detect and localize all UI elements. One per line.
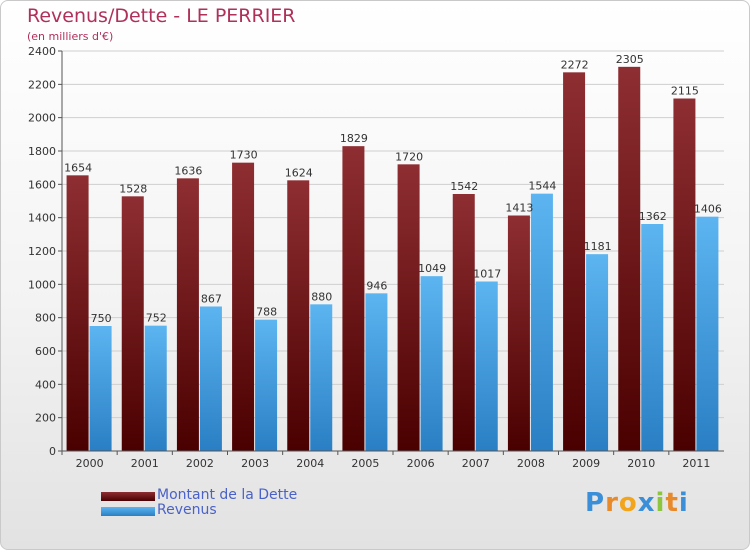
bar-debt xyxy=(452,194,475,451)
y-tick-label: 1400 xyxy=(28,212,56,225)
data-label-revenus: 1017 xyxy=(473,268,501,281)
bar-debt xyxy=(673,98,696,451)
bar-debt xyxy=(287,180,310,452)
y-tick-label: 200 xyxy=(35,412,56,425)
data-label-revenus: 752 xyxy=(146,312,167,325)
bar-debt xyxy=(121,196,144,451)
x-tick-label: 2001 xyxy=(131,457,159,470)
chart-subtitle: (en milliers d'€) xyxy=(27,30,114,43)
y-tick-label: 2000 xyxy=(28,112,56,125)
x-tick-label: 2010 xyxy=(627,457,655,470)
data-label-debt: 1730 xyxy=(230,149,258,162)
chart-title: Revenus/Dette - LE PERRIER xyxy=(27,5,296,27)
data-label-debt: 1624 xyxy=(285,166,313,179)
data-label-revenus: 1049 xyxy=(418,262,446,275)
logo-letter: o xyxy=(618,488,638,518)
bar-debt xyxy=(232,162,255,451)
y-tick-label: 800 xyxy=(35,312,56,325)
legend-swatch-debt xyxy=(101,492,155,501)
data-label-debt: 1720 xyxy=(395,150,423,163)
bar-revenus xyxy=(144,325,167,451)
data-label-revenus: 788 xyxy=(256,306,277,319)
bars xyxy=(66,66,719,452)
data-label-revenus: 1181 xyxy=(584,240,612,253)
x-tick-label: 2007 xyxy=(462,457,490,470)
bar-revenus xyxy=(365,293,388,451)
y-tick-label: 0 xyxy=(49,445,56,458)
logo-letter: P xyxy=(585,488,606,518)
bar-revenus xyxy=(696,216,719,451)
bar-debt xyxy=(397,164,420,452)
logo-letter: i xyxy=(678,488,689,518)
bar-debt xyxy=(176,178,199,452)
data-label-revenus: 1362 xyxy=(639,210,667,223)
data-label-debt: 1636 xyxy=(174,164,202,177)
y-tick-label: 2200 xyxy=(28,78,56,91)
y-tick-label: 1000 xyxy=(28,278,56,291)
x-tick-label: 2009 xyxy=(572,457,600,470)
bar-revenus xyxy=(199,306,222,451)
bar-debt xyxy=(618,66,641,451)
data-label-debt: 2305 xyxy=(616,53,644,66)
y-tick-label: 1800 xyxy=(28,145,56,158)
legend-label-debt: Montant de la Dette xyxy=(157,487,298,503)
x-tick-label: 2004 xyxy=(296,457,324,470)
x-tick-label: 2005 xyxy=(351,457,379,470)
data-label-revenus: 1544 xyxy=(528,180,556,193)
bar-debt xyxy=(563,72,586,451)
bar-revenus xyxy=(586,254,609,451)
data-label-debt: 1528 xyxy=(119,182,147,195)
y-tick-label: 1600 xyxy=(28,178,56,191)
data-label-debt: 1542 xyxy=(450,180,478,193)
logo-letter: t xyxy=(665,488,679,518)
bar-revenus xyxy=(530,193,553,451)
x-tick-label: 2003 xyxy=(241,457,269,470)
bar-revenus xyxy=(641,224,664,451)
y-tick-label: 600 xyxy=(35,345,56,358)
gridlines xyxy=(62,50,724,452)
x-tick-label: 2000 xyxy=(76,457,104,470)
data-label-revenus: 1406 xyxy=(694,203,722,216)
y-tick-label: 400 xyxy=(35,378,56,391)
proxiti-logo: Proxiti xyxy=(585,488,689,518)
logo-letter: i xyxy=(655,488,666,518)
x-tick-label: 2011 xyxy=(682,457,710,470)
data-label-debt: 2272 xyxy=(561,58,589,71)
bar-revenus xyxy=(89,326,112,451)
legend-label-revenus: Revenus xyxy=(157,502,217,518)
bar-debt xyxy=(507,215,530,451)
bar-revenus xyxy=(475,281,498,451)
data-label-debt: 1413 xyxy=(505,202,533,215)
axes: 0 200 400 600 800 1000 1200 1400 1600 1800 2000 220… xyxy=(28,45,724,470)
data-label-revenus: 867 xyxy=(201,293,222,306)
bar-debt xyxy=(66,175,89,452)
data-label-revenus: 880 xyxy=(311,290,332,303)
legend-swatch-revenus xyxy=(101,507,155,516)
x-tick-label: 2008 xyxy=(517,457,545,470)
data-label-revenus: 946 xyxy=(366,279,387,292)
logo-letter: r xyxy=(605,488,619,518)
logo-letter: x xyxy=(637,488,656,518)
data-label-revenus: 750 xyxy=(91,312,112,325)
data-label-debt: 1654 xyxy=(64,161,92,174)
data-labels: 1654 750 1528 752 1636 867 1730 788 1624 880 1829 9… xyxy=(64,53,722,325)
y-tick-label: 2400 xyxy=(28,45,56,58)
y-tick-label: 1200 xyxy=(28,245,56,258)
data-label-debt: 1829 xyxy=(340,132,368,145)
data-label-debt: 2115 xyxy=(671,85,699,98)
bar-revenus xyxy=(255,319,278,451)
x-tick-label: 2006 xyxy=(407,457,435,470)
x-tick-label: 2002 xyxy=(186,457,214,470)
bar-debt xyxy=(342,146,365,451)
bar-revenus xyxy=(420,276,443,451)
bar-revenus xyxy=(310,304,333,451)
